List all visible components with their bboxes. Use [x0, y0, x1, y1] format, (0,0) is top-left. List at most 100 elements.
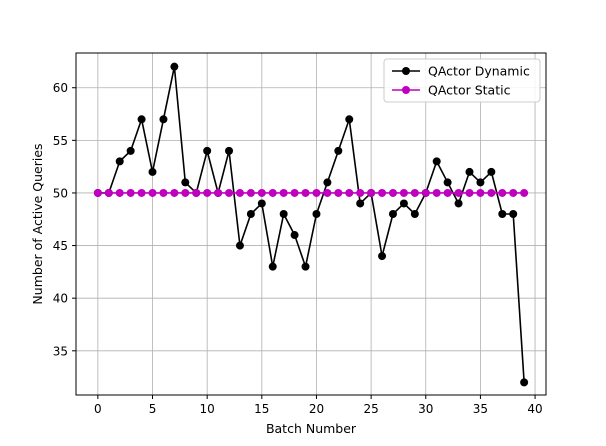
data-point	[93, 188, 102, 197]
data-point	[257, 188, 266, 197]
data-point	[487, 188, 496, 197]
data-point	[312, 210, 321, 219]
data-point	[181, 188, 190, 197]
legend-label: QActor Static	[428, 83, 511, 98]
x-axis-label: Batch Number	[266, 421, 357, 436]
data-point	[356, 199, 365, 208]
data-point	[126, 188, 135, 197]
data-point	[203, 146, 212, 155]
x-tick-label: 15	[254, 402, 269, 416]
data-point	[443, 188, 452, 197]
data-point	[345, 115, 354, 124]
data-point	[148, 167, 157, 176]
data-point	[509, 210, 518, 219]
y-axis-label: Number of Active Queries	[30, 143, 45, 304]
grid	[76, 53, 546, 395]
data-point	[225, 146, 234, 155]
data-point	[181, 178, 190, 187]
data-point	[312, 188, 321, 197]
y-tick-label: 45	[53, 239, 68, 253]
data-point	[378, 252, 387, 261]
data-point	[148, 188, 157, 197]
x-tick-label: 30	[418, 402, 433, 416]
data-point	[246, 188, 255, 197]
data-point	[301, 262, 310, 271]
x-tick-label: 0	[94, 402, 102, 416]
legend-item: QActor Static	[392, 83, 511, 98]
data-point	[334, 188, 343, 197]
data-point	[421, 188, 430, 197]
data-point	[214, 188, 223, 197]
x-tick-label: 25	[363, 402, 378, 416]
data-point	[137, 188, 146, 197]
data-point	[235, 188, 244, 197]
legend-label: QActor Dynamic	[428, 64, 530, 79]
x-tick-label: 10	[200, 402, 215, 416]
data-point	[410, 210, 419, 219]
data-point	[268, 262, 277, 271]
data-point	[520, 378, 529, 387]
series-layer	[93, 62, 529, 387]
y-tick-label: 50	[53, 186, 68, 200]
data-point	[257, 199, 266, 208]
y-tick-label: 55	[53, 134, 68, 148]
data-point	[476, 188, 485, 197]
data-point	[498, 210, 507, 219]
data-point	[290, 188, 299, 197]
data-point	[126, 146, 135, 155]
legend: QActor Dynamic QActor Static	[383, 58, 541, 103]
x-tick-label: 5	[149, 402, 157, 416]
data-point	[334, 146, 343, 155]
data-point	[159, 188, 168, 197]
data-point	[323, 178, 332, 187]
data-point	[279, 188, 288, 197]
data-point	[520, 188, 529, 197]
data-point	[268, 188, 277, 197]
data-point	[170, 188, 179, 197]
x-axis-ticks: 0 5 10 15 20 25 30 35 40	[94, 395, 543, 416]
data-point	[498, 188, 507, 197]
data-point	[301, 188, 310, 197]
data-point	[487, 167, 496, 176]
data-point	[476, 178, 485, 187]
data-point	[410, 188, 419, 197]
data-point	[104, 188, 113, 197]
data-point	[345, 188, 354, 197]
legend-marker	[402, 86, 410, 94]
y-tick-label: 40	[53, 292, 68, 306]
series-qactor-static	[93, 188, 529, 197]
legend-marker	[402, 67, 410, 75]
data-point	[388, 210, 397, 219]
data-point	[225, 188, 234, 197]
data-point	[115, 157, 124, 166]
data-point	[432, 188, 441, 197]
data-point	[388, 188, 397, 197]
data-point	[137, 115, 146, 124]
data-point	[432, 157, 441, 166]
plot-frame	[75, 52, 547, 396]
data-point	[192, 188, 201, 197]
data-point	[465, 188, 474, 197]
x-tick-label: 35	[473, 402, 488, 416]
data-point	[115, 188, 124, 197]
y-tick-label: 35	[53, 344, 68, 358]
data-point	[323, 188, 332, 197]
data-point	[454, 199, 463, 208]
data-point	[454, 188, 463, 197]
data-point	[159, 115, 168, 124]
legend-box	[383, 58, 541, 103]
x-tick-label: 40	[527, 402, 542, 416]
data-point	[246, 210, 255, 219]
data-point	[235, 241, 244, 250]
data-point	[443, 178, 452, 187]
data-point	[399, 199, 408, 208]
y-tick-label: 60	[53, 81, 68, 95]
data-point	[170, 62, 179, 71]
data-point	[509, 188, 518, 197]
data-point	[465, 167, 474, 176]
data-point	[399, 188, 408, 197]
data-point	[279, 210, 288, 219]
data-point	[378, 188, 387, 197]
data-point	[203, 188, 212, 197]
